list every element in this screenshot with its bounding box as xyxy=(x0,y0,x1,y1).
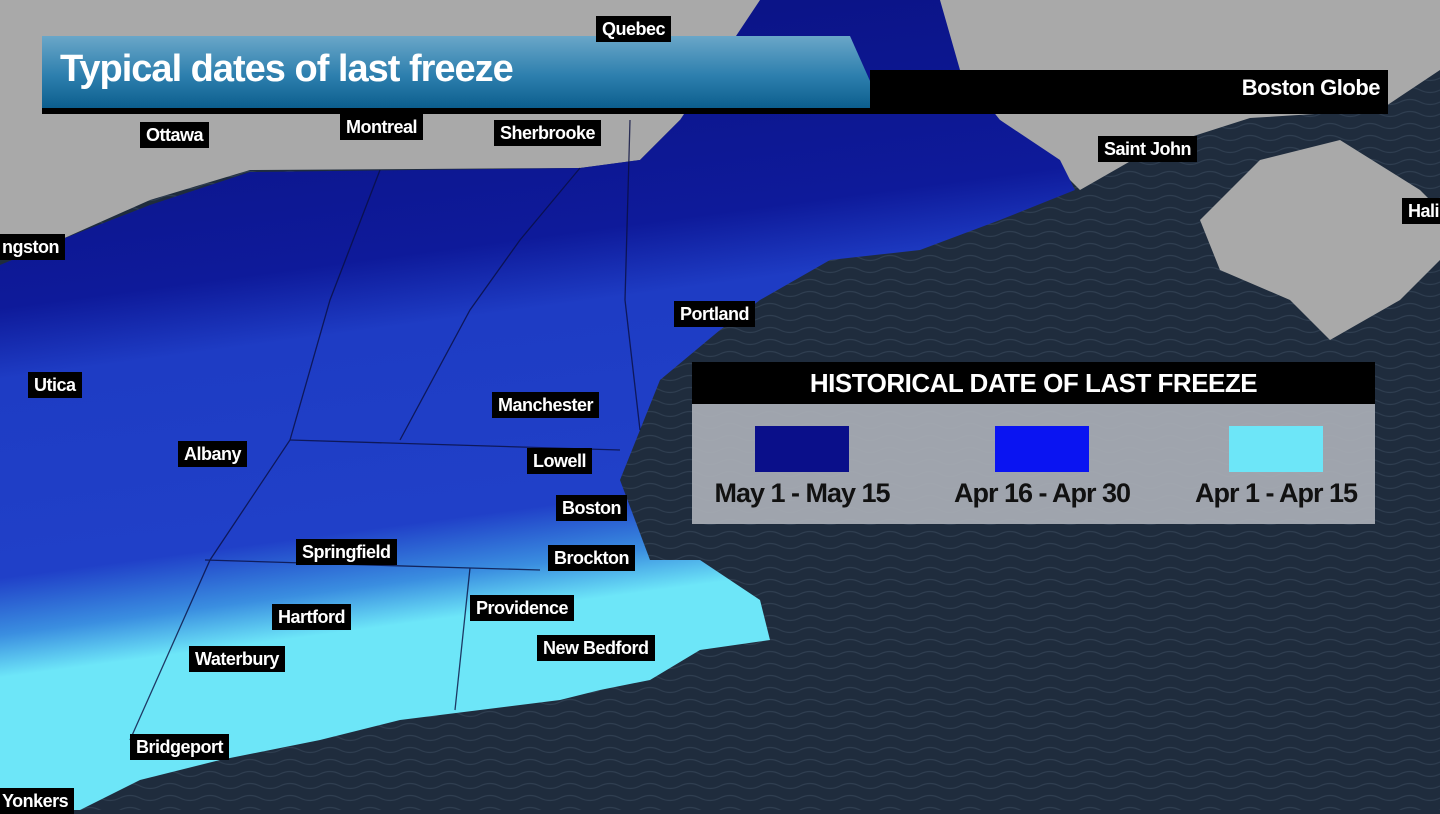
title-banner: Typical dates of last freeze xyxy=(42,36,882,108)
city-label-hartford: Hartford xyxy=(272,604,351,630)
legend-label: May 1 - May 15 xyxy=(714,478,890,508)
city-label-bridgeport: Bridgeport xyxy=(130,734,229,760)
city-label-springfield: Springfield xyxy=(296,539,397,565)
city-label-boston: Boston xyxy=(556,495,627,521)
city-label-quebec: Quebec xyxy=(596,16,672,42)
city-label-lowell: Lowell xyxy=(527,448,593,474)
legend-title: HISTORICAL DATE OF LAST FREEZE xyxy=(692,362,1375,404)
city-label-brockton: Brockton xyxy=(548,545,636,571)
city-label-manchester: Manchester xyxy=(492,392,600,418)
legend-label: Apr 1 - Apr 15 xyxy=(1194,478,1358,508)
page-title: Typical dates of last freeze xyxy=(60,48,514,90)
legend: HISTORICAL DATE OF LAST FREEZE May 1 - M… xyxy=(692,362,1375,524)
source-banner: Boston Globe xyxy=(870,70,1388,108)
city-label-sherbrooke: Sherbrooke xyxy=(494,120,602,146)
legend-item-apr-16-30: Apr 16 - Apr 30 xyxy=(932,426,1152,509)
city-label-albany: Albany xyxy=(178,441,248,467)
source-label: Boston Globe xyxy=(1241,75,1381,100)
city-label-ottawa: Ottawa xyxy=(140,122,210,148)
city-label-utica: Utica xyxy=(28,372,82,398)
city-label-yonkers: Yonkers xyxy=(0,788,75,814)
legend-label: Apr 16 - Apr 30 xyxy=(953,478,1131,508)
legend-item-apr-1-15: Apr 1 - Apr 15 xyxy=(1166,426,1386,509)
city-label-kingston: ngston xyxy=(0,234,65,260)
city-label-saint-john: Saint John xyxy=(1098,136,1198,162)
city-label-montreal: Montreal xyxy=(340,114,424,140)
legend-swatch xyxy=(755,426,849,472)
city-label-waterbury: Waterbury xyxy=(189,646,285,672)
city-label-halifax: Hali xyxy=(1402,198,1440,224)
city-label-portland: Portland xyxy=(674,301,756,327)
legend-swatch xyxy=(1229,426,1323,472)
city-label-new-bedford: New Bedford xyxy=(537,635,655,661)
city-label-providence: Providence xyxy=(470,595,575,621)
legend-swatch xyxy=(995,426,1089,472)
legend-item-may-1-15: May 1 - May 15 xyxy=(692,426,912,509)
land-nova-scotia xyxy=(1200,140,1440,340)
title-divider xyxy=(42,108,1388,114)
